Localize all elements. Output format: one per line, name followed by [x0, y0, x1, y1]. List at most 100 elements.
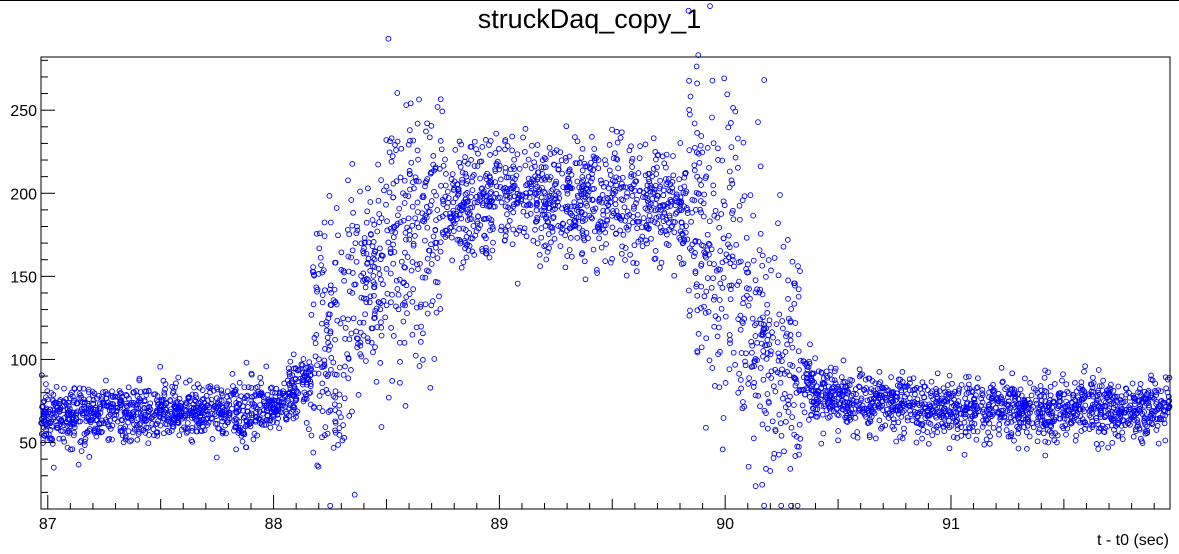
data-point	[459, 169, 466, 176]
data-point	[287, 358, 294, 365]
data-point	[613, 174, 620, 181]
data-point	[142, 430, 149, 436]
data-point	[843, 415, 850, 421]
data-point	[215, 425, 221, 432]
data-point	[378, 324, 385, 331]
data-point	[450, 199, 457, 206]
data-point	[177, 403, 183, 409]
data-point	[330, 359, 337, 366]
data-point	[1079, 416, 1086, 423]
data-point	[355, 392, 362, 398]
data-point	[258, 389, 265, 396]
data-point	[720, 198, 727, 205]
data-point	[314, 462, 321, 469]
data-point	[402, 403, 409, 409]
data-point	[406, 127, 413, 133]
data-point	[889, 423, 896, 430]
data-point	[700, 200, 707, 207]
data-point	[571, 199, 578, 206]
data-point	[455, 185, 462, 192]
data-point	[674, 193, 680, 200]
data-point	[671, 229, 678, 236]
data-point	[637, 187, 643, 194]
data-point	[722, 380, 729, 386]
data-point	[698, 344, 705, 351]
data-point	[365, 255, 372, 262]
data-point	[588, 214, 594, 221]
data-point	[215, 400, 222, 407]
data-point	[602, 157, 608, 163]
data-point	[1166, 397, 1173, 404]
data-point	[301, 396, 307, 403]
data-point	[245, 384, 252, 390]
data-point	[619, 174, 626, 181]
data-point	[745, 302, 752, 309]
data-point	[1093, 417, 1100, 424]
data-point	[694, 307, 701, 314]
data-point	[985, 407, 992, 413]
data-point	[1036, 426, 1043, 433]
data-point	[389, 291, 395, 298]
data-point	[362, 311, 368, 318]
data-point	[585, 188, 592, 195]
data-point	[418, 301, 424, 308]
data-point	[702, 250, 709, 257]
data-point	[84, 400, 91, 407]
data-point	[463, 234, 470, 240]
data-point	[1049, 404, 1056, 411]
data-point	[197, 399, 204, 405]
data-point	[496, 145, 502, 152]
data-point	[697, 206, 703, 213]
data-point	[930, 426, 937, 433]
data-point	[105, 437, 112, 443]
data-point	[409, 259, 416, 265]
data-point	[876, 417, 883, 424]
data-point	[713, 267, 720, 274]
data-point	[503, 188, 510, 195]
data-point	[421, 216, 428, 222]
data-point	[1047, 392, 1054, 399]
data-point	[832, 380, 839, 387]
data-point	[555, 202, 562, 209]
data-point	[596, 195, 603, 202]
data-point	[998, 413, 1005, 419]
data-point	[482, 137, 489, 143]
data-point	[406, 291, 413, 297]
data-point	[171, 403, 178, 409]
data-point	[339, 437, 346, 444]
data-point	[958, 424, 964, 430]
data-point	[631, 242, 638, 249]
data-point	[396, 276, 403, 283]
data-point	[389, 153, 396, 160]
data-point	[786, 315, 792, 322]
data-point	[862, 376, 869, 383]
data-point	[51, 401, 57, 407]
data-point	[647, 182, 654, 189]
data-point	[298, 361, 305, 368]
data-point	[111, 416, 118, 422]
data-point	[1063, 381, 1070, 388]
data-point	[788, 306, 794, 312]
data-point	[509, 184, 516, 190]
data-point	[437, 96, 444, 103]
data-point	[615, 165, 621, 172]
data-point	[613, 214, 620, 221]
data-point	[568, 203, 575, 210]
data-point	[838, 393, 845, 400]
data-point	[313, 230, 320, 237]
data-point	[901, 425, 907, 432]
data-point	[1134, 407, 1141, 413]
data-point	[878, 392, 885, 399]
data-point	[893, 438, 900, 445]
data-point	[596, 225, 603, 232]
data-point	[221, 415, 228, 422]
data-point	[470, 223, 477, 229]
data-point	[787, 466, 794, 472]
data-point	[704, 275, 711, 281]
data-point	[582, 163, 589, 170]
data-point	[138, 415, 145, 422]
data-point	[364, 335, 371, 342]
data-point	[290, 403, 297, 409]
data-point	[161, 389, 168, 396]
data-point	[813, 410, 820, 417]
